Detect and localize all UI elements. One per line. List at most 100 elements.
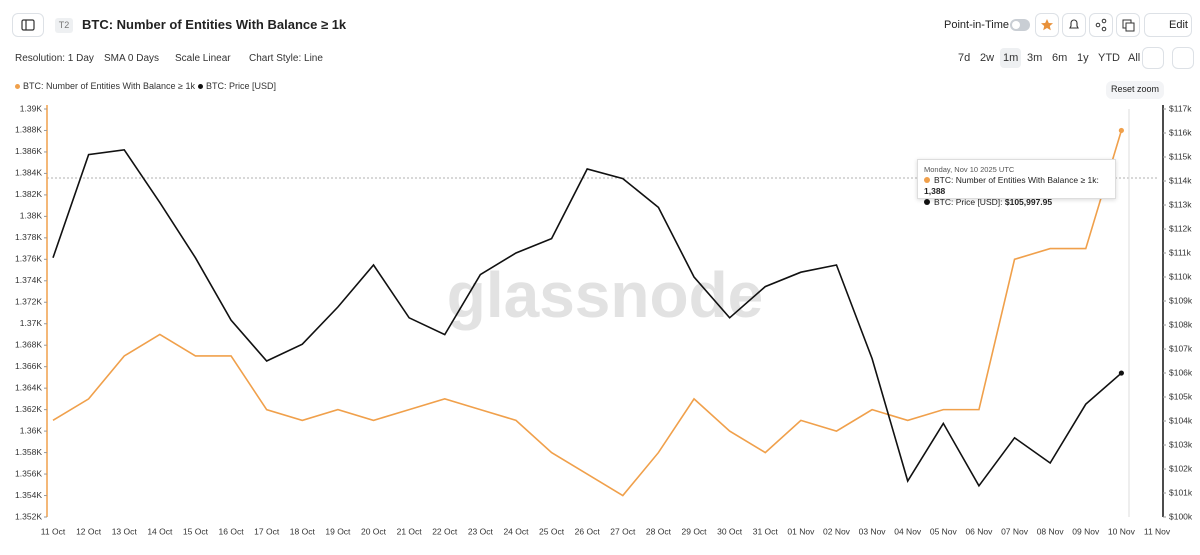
- legend-item[interactable]: BTC: Number of Entities With Balance ≥ 1…: [15, 81, 195, 91]
- x-tick-label: 05 Nov: [930, 526, 958, 536]
- point-in-time-label: Point-in-Time: [944, 19, 1009, 31]
- sidebar-icon: [21, 19, 35, 31]
- x-tick-label: 26 Oct: [575, 526, 601, 536]
- x-tick-label: 29 Oct: [682, 526, 708, 536]
- legend-dot: [15, 84, 20, 90]
- legend-dot: [198, 84, 203, 90]
- edit-button[interactable]: Edit: [1144, 13, 1192, 37]
- x-tick-label: 22 Oct: [432, 526, 458, 536]
- x-tick-label: 02 Nov: [823, 526, 851, 536]
- range-button[interactable]: 6m: [1052, 52, 1068, 64]
- chart-style-select[interactable]: Chart Style: Line: [249, 53, 323, 64]
- reset-zoom-button[interactable]: Reset zoom: [1106, 81, 1164, 99]
- y2-tick-label: $102k: [1169, 463, 1193, 473]
- x-tick-label: 21 Oct: [397, 526, 423, 536]
- x-tick-label: 06 Nov: [965, 526, 993, 536]
- zoom-button[interactable]: [1142, 47, 1164, 69]
- y-tick-label: 1.368K: [15, 339, 42, 349]
- y2-tick-label: $113k: [1169, 199, 1192, 209]
- y2-tick-label: $100k: [1169, 511, 1193, 521]
- x-tick-label: 11 Nov: [1144, 526, 1171, 536]
- x-tick-label: 30 Oct: [717, 526, 743, 536]
- y-tick-label: 1.356K: [15, 468, 42, 478]
- range-button[interactable]: 3m: [1027, 52, 1043, 64]
- range-button[interactable]: 1y: [1077, 52, 1089, 64]
- x-tick-label: 13 Oct: [112, 526, 138, 536]
- x-tick-label: 27 Oct: [610, 526, 636, 536]
- x-tick-label: 11 Oct: [41, 526, 66, 536]
- range-button[interactable]: 7d: [958, 52, 971, 64]
- x-tick-label: 18 Oct: [290, 526, 316, 536]
- last-point: [1118, 370, 1124, 376]
- range-button[interactable]: YTD: [1098, 52, 1120, 64]
- y-tick-label: 1.39K: [20, 103, 43, 113]
- point-in-time-toggle[interactable]: [1010, 19, 1030, 31]
- page-title: BTC: Number of Entities With Balance ≥ 1…: [82, 17, 347, 32]
- y2-tick-label: $117k: [1169, 103, 1192, 113]
- x-tick-label: 08 Nov: [1037, 526, 1065, 536]
- x-tick-label: 28 Oct: [646, 526, 672, 536]
- favorite-button[interactable]: [1035, 13, 1059, 37]
- legend-label: BTC: Price [USD]: [206, 81, 277, 91]
- x-tick-label: 17 Oct: [254, 526, 280, 536]
- x-tick-label: 16 Oct: [219, 526, 245, 536]
- sma-select[interactable]: SMA 0 Days: [104, 53, 160, 64]
- tier-badge: T2: [55, 18, 73, 33]
- x-tick-label: 10 Nov: [1108, 526, 1136, 536]
- y2-tick-label: $107k: [1169, 343, 1193, 353]
- share-icon: [1095, 18, 1107, 32]
- y2-tick-label: $106k: [1169, 367, 1193, 377]
- range-button[interactable]: 2w: [980, 52, 995, 64]
- range-button[interactable]: All: [1128, 52, 1141, 64]
- x-tick-label: 04 Nov: [894, 526, 922, 536]
- y-tick-label: 1.378K: [15, 232, 42, 242]
- y-tick-label: 1.354K: [15, 490, 42, 500]
- y2-tick-label: $111k: [1169, 247, 1192, 257]
- y2-tick-label: $114k: [1169, 175, 1192, 185]
- copy-icon: [1122, 19, 1135, 32]
- tooltip-label: BTC: Price [USD]:: [934, 197, 1003, 207]
- last-point: [1118, 127, 1124, 134]
- y2-tick-label: $103k: [1169, 439, 1193, 449]
- y-tick-label: 1.376K: [15, 254, 42, 264]
- x-tick-label: 15 Oct: [183, 526, 209, 536]
- y-tick-label: 1.38K: [20, 211, 43, 221]
- x-tick-label: 12 Oct: [76, 526, 102, 536]
- y-tick-label: 1.358K: [15, 447, 42, 457]
- tooltip-value: $105,997.95: [1004, 197, 1053, 207]
- scale-select[interactable]: Scale Linear: [175, 53, 231, 64]
- tooltip-row: BTC: Number of Entities With Balance ≥ 1…: [924, 175, 1109, 197]
- y-tick-label: 1.37K: [20, 318, 43, 328]
- y2-tick-label: $109k: [1169, 295, 1193, 305]
- edit-label: Edit: [1169, 19, 1188, 31]
- y2-tick-label: $101k: [1169, 487, 1193, 497]
- y-tick-label: 1.382K: [15, 189, 42, 199]
- y2-tick-label: $105k: [1169, 391, 1193, 401]
- y-tick-label: 1.366K: [15, 361, 42, 371]
- alert-button[interactable]: [1062, 13, 1086, 37]
- tooltip-dot: [924, 199, 930, 205]
- resolution-select[interactable]: Resolution: 1 Day: [15, 53, 94, 64]
- range-button[interactable]: 1m: [1000, 48, 1022, 68]
- tooltip-row: BTC: Price [USD]: $105,997.95: [924, 197, 1109, 208]
- x-tick-label: 23 Oct: [468, 526, 494, 536]
- sidebar-button[interactable]: [12, 13, 44, 37]
- x-tick-label: 07 Nov: [1001, 526, 1029, 536]
- tooltip-date: Monday, Nov 10 2025 UTC: [924, 165, 1015, 174]
- copy-button[interactable]: [1116, 13, 1140, 37]
- y2-tick-label: $108k: [1169, 319, 1193, 329]
- share-button[interactable]: [1089, 13, 1113, 37]
- legend-label: BTC: Number of Entities With Balance ≥ 1…: [23, 81, 196, 91]
- y-tick-label: 1.388K: [15, 125, 42, 135]
- y2-tick-label: $115k: [1169, 151, 1192, 161]
- calendar-button[interactable]: [1172, 47, 1194, 69]
- watermark: glassnode: [447, 259, 764, 331]
- bell-icon: [1069, 19, 1079, 29]
- x-tick-label: 01 Nov: [787, 526, 815, 536]
- y2-tick-label: $116k: [1169, 127, 1192, 137]
- y2-tick-label: $104k: [1169, 415, 1193, 425]
- legend-item[interactable]: BTC: Price [USD]: [198, 81, 276, 91]
- y-tick-label: 1.384K: [15, 168, 42, 178]
- series-line: [52, 130, 1123, 497]
